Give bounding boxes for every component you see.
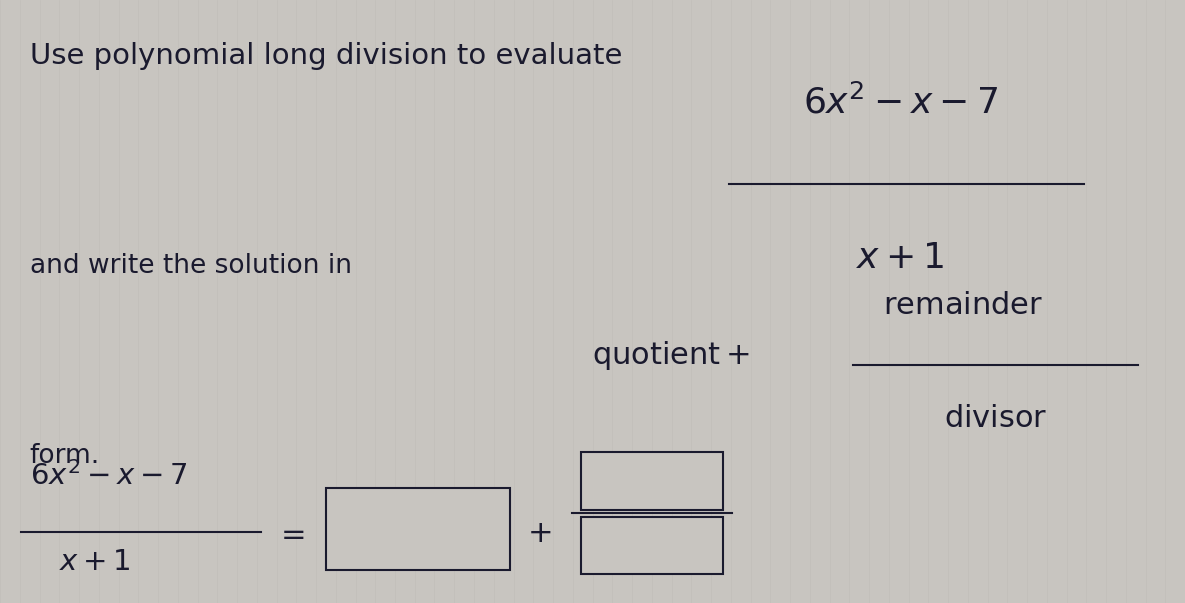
Text: $+$: $+$ [527, 519, 551, 548]
Bar [326, 488, 510, 570]
Text: $\mathrm{remainder}$: $\mathrm{remainder}$ [883, 291, 1043, 320]
Bar [581, 517, 723, 574]
Text: $\mathrm{divisor}$: $\mathrm{divisor}$ [943, 404, 1048, 433]
Text: $6x^2 - x - 7$: $6x^2 - x - 7$ [803, 84, 998, 121]
Text: $x + 1$: $x + 1$ [59, 548, 130, 576]
Text: $\mathrm{quotient} +$: $\mathrm{quotient} +$ [592, 339, 750, 372]
Text: Use polynomial long division to evaluate: Use polynomial long division to evaluate [30, 42, 622, 70]
Text: $x + 1$: $x + 1$ [857, 241, 944, 275]
Text: form.: form. [30, 443, 100, 469]
Text: $=$: $=$ [275, 519, 306, 548]
Bar [581, 452, 723, 510]
Text: $6x^2 - x - 7$: $6x^2 - x - 7$ [30, 461, 187, 491]
Text: and write the solution in: and write the solution in [30, 253, 352, 279]
